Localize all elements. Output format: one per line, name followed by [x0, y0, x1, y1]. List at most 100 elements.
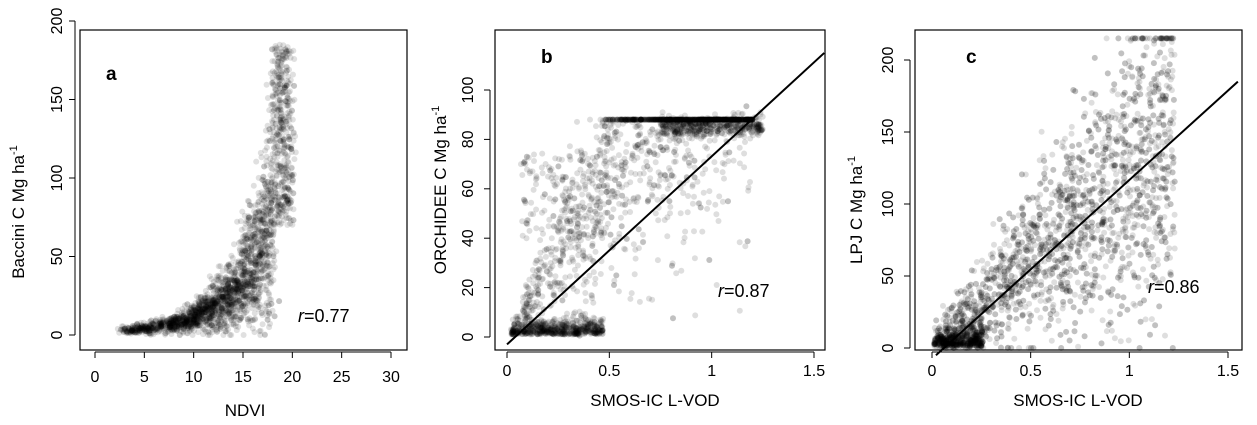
data-point [237, 278, 244, 285]
data-point [664, 233, 671, 240]
data-point [263, 188, 270, 195]
data-point [189, 332, 196, 338]
data-point [285, 73, 292, 80]
data-point [206, 322, 213, 329]
data-point [114, 325, 121, 332]
data-point [247, 222, 254, 229]
panel-a-x-axis: 0 5 10 15 20 25 30 [91, 351, 400, 386]
data-point [213, 296, 220, 303]
data-point [218, 311, 225, 318]
data-point [267, 155, 274, 162]
data-point [192, 320, 199, 327]
data-point [252, 282, 259, 289]
data-point [174, 327, 180, 334]
data-point [183, 317, 190, 324]
data-point [249, 305, 256, 312]
data-point [262, 286, 269, 293]
data-point [173, 319, 180, 326]
data-point [276, 97, 283, 104]
data-point [700, 189, 707, 196]
data-point [218, 303, 225, 310]
data-point [117, 326, 124, 333]
data-point [279, 126, 286, 132]
data-point [262, 147, 269, 154]
data-point [228, 305, 234, 312]
data-point [138, 319, 145, 326]
data-point [168, 318, 175, 325]
data-point [566, 143, 573, 150]
data-point [278, 125, 285, 132]
data-point [244, 262, 251, 269]
data-point [280, 178, 287, 185]
data-point [223, 323, 230, 330]
data-point [225, 282, 231, 289]
data-point [223, 263, 230, 270]
data-point [268, 199, 275, 206]
data-point [705, 199, 712, 206]
data-point [256, 209, 263, 216]
data-point [204, 291, 211, 298]
data-point [171, 321, 178, 328]
data-point [286, 117, 293, 123]
data-point [283, 129, 290, 136]
data-point [242, 232, 249, 239]
data-point [220, 294, 226, 301]
data-point [231, 290, 238, 297]
data-point [631, 271, 638, 278]
data-point [282, 54, 289, 60]
data-point [196, 310, 203, 316]
data-point [223, 293, 230, 300]
data-point [739, 110, 746, 117]
data-point [222, 328, 229, 335]
data-point [188, 320, 195, 327]
data-point [736, 144, 743, 151]
data-point [260, 220, 267, 227]
data-point [241, 310, 248, 317]
data-point [196, 314, 203, 321]
data-point [164, 324, 171, 331]
data-point [264, 258, 271, 265]
data-point [289, 107, 295, 114]
data-point [282, 46, 289, 53]
data-point [249, 317, 256, 324]
data-point [290, 137, 297, 144]
data-point [176, 321, 183, 328]
data-point [231, 274, 237, 281]
data-point [205, 305, 211, 311]
x-tick-label: 5 [140, 369, 149, 386]
data-point [233, 320, 240, 327]
data-point [279, 208, 286, 215]
data-point [216, 298, 223, 305]
data-point [230, 296, 237, 303]
data-point [241, 300, 248, 307]
data-point [154, 322, 161, 329]
data-point [218, 293, 225, 300]
data-point [684, 209, 691, 216]
data-point [131, 327, 138, 334]
data-point [582, 290, 589, 296]
data-point [276, 202, 283, 209]
data-point [682, 228, 689, 235]
data-point [266, 291, 273, 298]
data-point [574, 118, 580, 125]
data-point [270, 193, 277, 200]
data-point [539, 170, 546, 177]
data-point [216, 296, 223, 303]
data-point [198, 296, 205, 303]
data-point [173, 313, 180, 320]
data-point [209, 318, 216, 324]
data-point [268, 165, 275, 171]
data-point [210, 304, 216, 310]
data-point [287, 110, 294, 117]
data-point [226, 307, 233, 314]
data-point [266, 107, 273, 114]
data-point [257, 227, 264, 233]
data-point [246, 202, 253, 209]
data-point [143, 328, 150, 335]
data-point [273, 72, 280, 79]
data-point [651, 142, 658, 149]
data-point [149, 325, 156, 332]
data-point [190, 317, 197, 323]
data-point [259, 250, 266, 257]
data-point [179, 317, 186, 324]
